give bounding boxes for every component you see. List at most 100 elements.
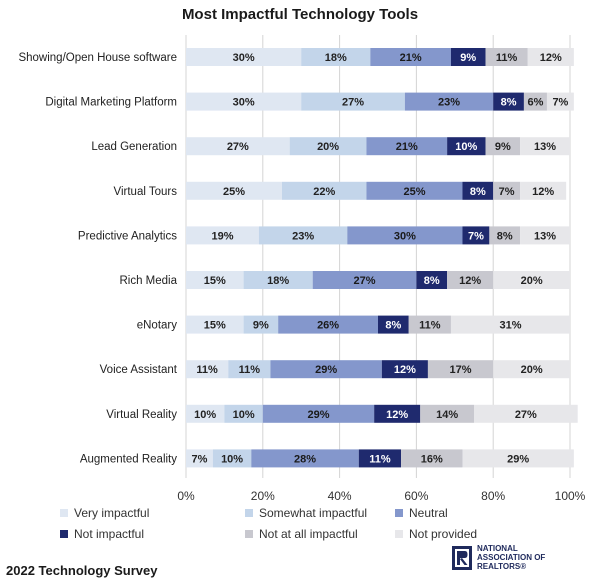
legend-swatch (395, 509, 403, 517)
data-label: 7% (191, 453, 207, 465)
logo-line: NATIONAL (477, 544, 518, 553)
bar-segment (404, 92, 494, 111)
bar-segment (186, 360, 229, 379)
category-label: Augmented Reality (80, 453, 177, 465)
nar-logo: NATIONAL ASSOCIATION OF REALTORS® (452, 544, 545, 571)
category-label: Virtual Reality (106, 409, 177, 421)
data-label: 13% (534, 141, 556, 153)
bar-segment (378, 315, 409, 334)
bar-segment (186, 449, 213, 468)
category-label: Rich Media (119, 275, 177, 287)
bar-segment (493, 92, 524, 111)
data-label: 30% (233, 97, 255, 109)
data-label: 20% (317, 141, 339, 153)
survey-label: 2022 Technology Survey (6, 563, 158, 578)
data-label: 11% (419, 320, 441, 332)
bar-segment (520, 181, 567, 200)
data-label: 22% (313, 186, 335, 198)
data-label: 14% (436, 409, 458, 421)
data-label: 12% (540, 52, 562, 64)
data-label: 9% (253, 320, 269, 332)
bar-segment (186, 404, 225, 423)
data-label: 19% (211, 230, 233, 242)
bar-segment (546, 92, 574, 111)
bar-segment (520, 137, 570, 156)
bar-segment (520, 226, 570, 245)
data-label: 6% (527, 97, 543, 109)
x-tick-label: 20% (251, 489, 275, 500)
data-label: 23% (438, 97, 460, 109)
data-label: 25% (403, 186, 425, 198)
legend-swatch (245, 509, 253, 517)
logo-text: NATIONAL ASSOCIATION OF REALTORS® (477, 544, 545, 571)
bar-segment (186, 271, 244, 289)
x-tick-label: 60% (404, 489, 428, 500)
data-label: 25% (223, 186, 245, 198)
legend-item: Not impactful (60, 527, 245, 541)
data-label: 20% (521, 364, 543, 376)
legend-label: Very impactful (74, 506, 150, 520)
bar-segment (186, 226, 259, 245)
legend-label: Not provided (409, 527, 478, 541)
bar-segment (485, 137, 521, 156)
data-label: 9% (460, 52, 476, 64)
bar-segment (462, 226, 490, 245)
data-label: 27% (354, 275, 376, 287)
bar-segment (282, 181, 367, 200)
data-label: 20% (521, 275, 543, 287)
category-label: eNotary (137, 320, 178, 332)
legend-item: Very impactful (60, 506, 245, 520)
bar-segment (408, 315, 451, 334)
data-label: 18% (325, 52, 347, 64)
bar-segment (427, 360, 494, 379)
bar-segment (224, 404, 263, 423)
bar-segment (301, 48, 371, 66)
x-tick-label: 0% (177, 489, 195, 500)
bar-segment (474, 404, 578, 423)
legend-swatch (60, 530, 68, 538)
chart-legend: Very impactful Somewhat impactful Neutral N… (60, 506, 540, 541)
bar-segment (447, 271, 494, 289)
data-label: 17% (450, 364, 472, 376)
data-label: 13% (534, 230, 556, 242)
logo-line: ASSOCIATION OF (477, 553, 546, 562)
bar-segment (186, 137, 290, 156)
bar-segment (186, 315, 244, 334)
bar-segment (243, 315, 279, 334)
data-label: 7% (499, 186, 515, 198)
data-label: 12% (459, 275, 481, 287)
bar-segment (462, 449, 574, 468)
x-tick-label: 100% (555, 489, 586, 500)
data-label: 31% (499, 320, 521, 332)
realtor-logo-icon (452, 545, 472, 570)
legend-item: Not provided (395, 527, 540, 541)
legend-label: Neutral (409, 506, 448, 520)
data-label: 27% (515, 409, 537, 421)
bar-segment (374, 404, 421, 423)
bar-segment (251, 449, 359, 468)
legend-label: Not at all impactful (259, 527, 358, 541)
bar-segment (366, 181, 463, 200)
data-label: 8% (470, 186, 486, 198)
data-label: 12% (394, 364, 416, 376)
data-label: 29% (507, 453, 529, 465)
data-label: 28% (294, 453, 316, 465)
bar-segment (447, 137, 486, 156)
data-label: 27% (227, 141, 249, 153)
data-label: 9% (495, 141, 511, 153)
bar-segment (527, 48, 574, 66)
data-label: 30% (233, 52, 255, 64)
bar-segment (485, 48, 528, 66)
bar-segment (493, 181, 521, 200)
bar-segment (450, 315, 570, 334)
chart-title: Most Impactful Technology Tools (181, 6, 419, 23)
data-label: 21% (396, 141, 418, 153)
bar-segment (401, 449, 463, 468)
data-label: 12% (386, 409, 408, 421)
category-label: Lead Generation (91, 141, 177, 153)
bar-segment (450, 48, 486, 66)
data-label: 27% (342, 97, 364, 109)
data-label: 10% (221, 453, 243, 465)
x-tick-label: 40% (328, 489, 352, 500)
bar-segment (493, 360, 570, 379)
